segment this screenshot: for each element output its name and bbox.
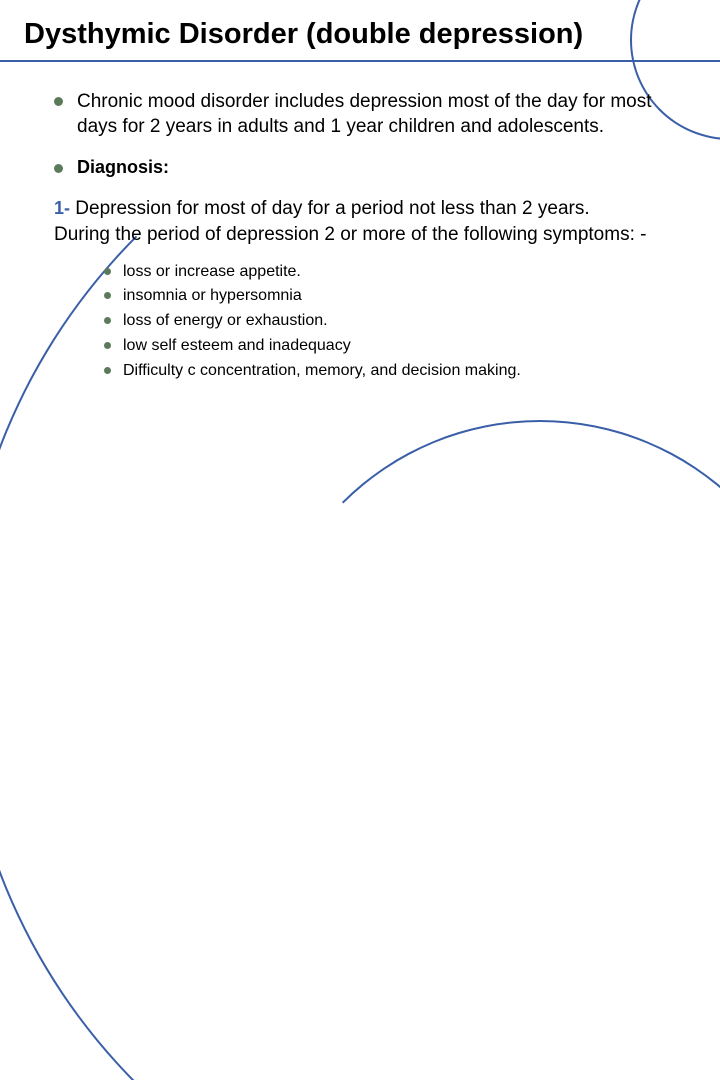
list-item: Difficulty c concentration, memory, and … [104, 361, 680, 382]
diagnosis-label: Diagnosis: [77, 157, 169, 178]
bullet-text: Chronic mood disorder includes depressio… [77, 90, 680, 139]
bullet-icon [104, 342, 111, 349]
diagnosis-item-1: 1- Depression for most of day for a peri… [54, 196, 680, 222]
item-number: 1- [54, 198, 70, 218]
bullet-item-diagnosis: Diagnosis: [54, 157, 680, 178]
bullet-item: Chronic mood disorder includes depressio… [54, 90, 680, 139]
slide-title: Dysthymic Disorder (double depression) [24, 18, 583, 51]
symptom-text: Difficulty c concentration, memory, and … [123, 361, 521, 382]
bullet-icon [104, 292, 111, 299]
bullet-icon [104, 268, 111, 275]
symptom-text: loss or increase appetite. [123, 262, 301, 283]
symptom-list: loss or increase appetite. insomnia or h… [104, 262, 680, 382]
item-text: Depression for most of day for a period … [70, 198, 590, 219]
bullet-icon [54, 164, 63, 173]
list-item: insomnia or hypersomnia [104, 286, 680, 307]
list-item: low self esteem and inadequacy [104, 336, 680, 357]
bullet-icon [54, 97, 63, 106]
diagnosis-followup: During the period of depression 2 or mor… [54, 222, 680, 248]
title-underline [0, 60, 720, 62]
symptom-text: low self esteem and inadequacy [123, 336, 351, 357]
list-item: loss of energy or exhaustion. [104, 311, 680, 332]
symptom-text: insomnia or hypersomnia [123, 286, 302, 307]
list-item: loss or increase appetite. [104, 262, 680, 283]
bullet-icon [104, 367, 111, 374]
slide-container: Dysthymic Disorder (double depression) C… [0, 0, 720, 540]
bullet-icon [104, 317, 111, 324]
content-area: Chronic mood disorder includes depressio… [54, 90, 680, 386]
symptom-text: loss of energy or exhaustion. [123, 311, 328, 332]
